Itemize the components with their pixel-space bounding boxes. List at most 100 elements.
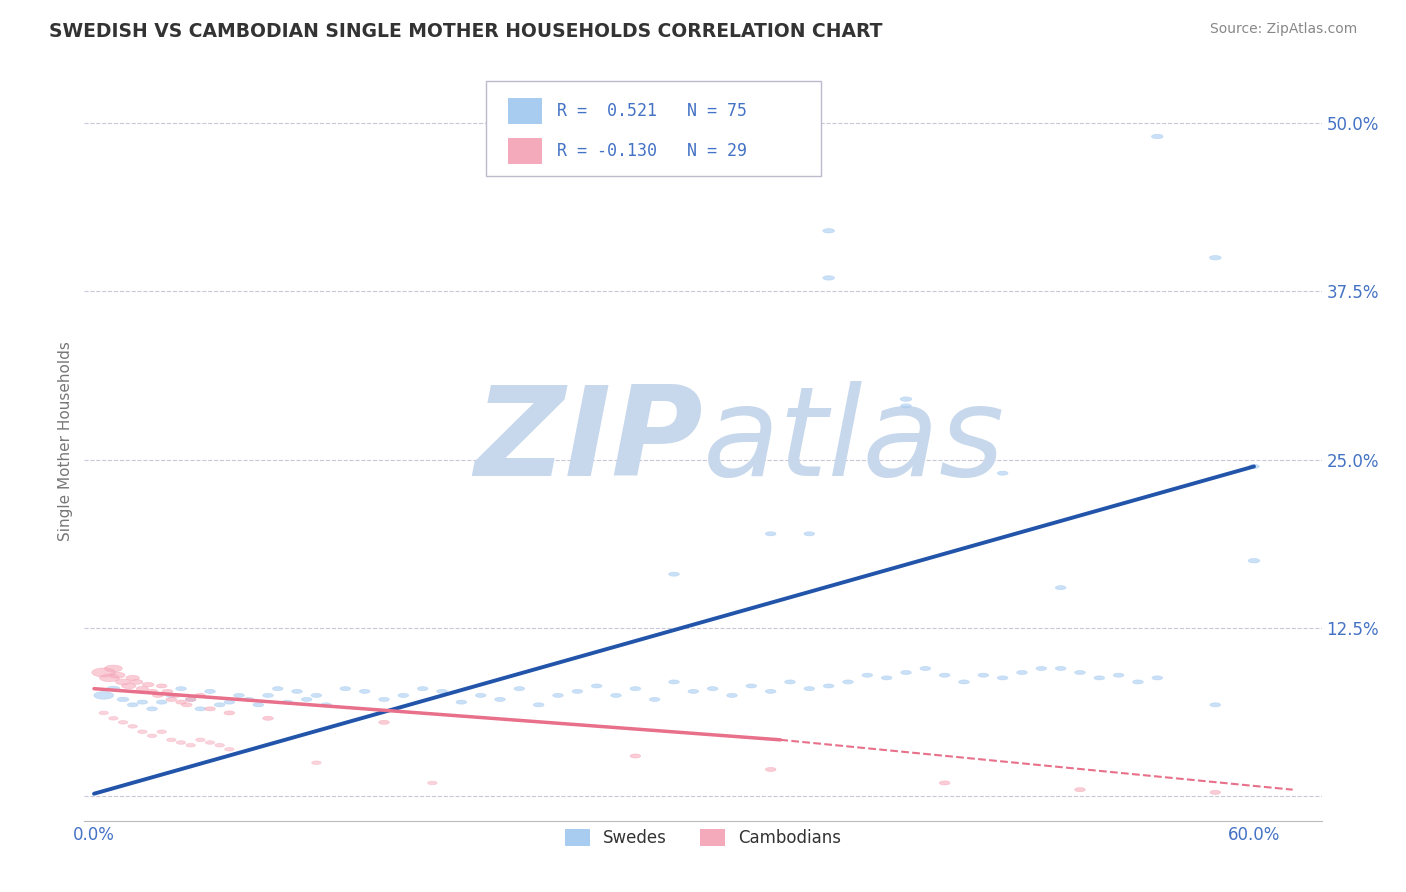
Ellipse shape [427,781,437,785]
Ellipse shape [166,693,177,698]
Ellipse shape [107,686,120,691]
Y-axis label: Single Mother Households: Single Mother Households [58,342,73,541]
Ellipse shape [128,724,138,728]
Ellipse shape [824,684,834,688]
Ellipse shape [195,693,205,698]
Ellipse shape [842,680,853,684]
Ellipse shape [283,700,292,704]
Ellipse shape [804,687,814,690]
Ellipse shape [312,761,321,764]
Ellipse shape [1094,676,1105,680]
Ellipse shape [176,700,187,704]
Ellipse shape [205,706,215,711]
Ellipse shape [224,700,235,704]
Text: atlas: atlas [703,381,1005,502]
Ellipse shape [1152,135,1163,139]
Ellipse shape [959,680,969,684]
Ellipse shape [166,698,177,701]
Text: R = -0.130   N = 29: R = -0.130 N = 29 [557,142,747,160]
Ellipse shape [882,676,891,680]
Ellipse shape [142,682,155,687]
Ellipse shape [94,691,114,699]
Ellipse shape [979,673,988,677]
Ellipse shape [263,693,273,698]
Ellipse shape [785,680,796,684]
Ellipse shape [117,698,129,702]
Ellipse shape [176,740,186,744]
Legend: Swedes, Cambodians: Swedes, Cambodians [558,822,848,854]
Ellipse shape [214,703,225,706]
Ellipse shape [1133,680,1143,684]
Ellipse shape [146,690,157,693]
Ellipse shape [311,693,322,698]
Ellipse shape [765,690,776,693]
FancyBboxPatch shape [486,81,821,177]
Ellipse shape [515,687,524,690]
Ellipse shape [707,687,718,690]
Bar [508,98,543,124]
Ellipse shape [630,687,641,690]
Ellipse shape [572,690,582,693]
Ellipse shape [186,698,195,701]
Ellipse shape [475,693,486,698]
Ellipse shape [1249,558,1260,563]
Ellipse shape [495,698,505,701]
Ellipse shape [115,679,131,685]
Text: Source: ZipAtlas.com: Source: ZipAtlas.com [1209,22,1357,37]
Ellipse shape [321,703,332,706]
Text: SWEDISH VS CAMBODIAN SINGLE MOTHER HOUSEHOLDS CORRELATION CHART: SWEDISH VS CAMBODIAN SINGLE MOTHER HOUSE… [49,22,883,41]
Ellipse shape [939,780,950,785]
Ellipse shape [765,532,776,536]
Ellipse shape [1114,673,1123,677]
Ellipse shape [205,690,215,693]
Ellipse shape [939,673,950,677]
Ellipse shape [340,687,350,690]
Ellipse shape [152,693,163,698]
Ellipse shape [127,675,139,681]
Ellipse shape [128,703,138,706]
Ellipse shape [195,706,205,711]
Ellipse shape [650,698,659,701]
Ellipse shape [176,687,187,690]
Ellipse shape [131,680,143,684]
Bar [508,137,543,163]
Ellipse shape [997,676,1008,680]
Ellipse shape [253,703,264,706]
Ellipse shape [1056,586,1066,590]
Ellipse shape [1209,255,1222,260]
Ellipse shape [592,684,602,688]
Ellipse shape [901,671,911,674]
Ellipse shape [862,673,873,677]
Ellipse shape [533,703,544,706]
Ellipse shape [136,700,148,704]
Ellipse shape [1074,671,1085,674]
Ellipse shape [156,684,167,688]
Ellipse shape [1152,676,1163,680]
Ellipse shape [186,698,195,701]
Ellipse shape [136,686,149,691]
Ellipse shape [186,743,195,747]
Ellipse shape [146,706,157,711]
Ellipse shape [669,680,679,684]
Ellipse shape [360,690,370,693]
Ellipse shape [610,693,621,698]
Ellipse shape [1036,666,1046,671]
Ellipse shape [823,276,835,280]
Ellipse shape [195,738,205,741]
Ellipse shape [1074,788,1085,792]
Ellipse shape [1249,465,1260,468]
Ellipse shape [1211,790,1220,795]
Ellipse shape [138,730,148,733]
Ellipse shape [110,673,125,678]
Ellipse shape [291,690,302,693]
Ellipse shape [727,693,737,698]
Ellipse shape [108,716,118,720]
Ellipse shape [688,690,699,693]
Ellipse shape [301,698,312,701]
Ellipse shape [920,666,931,671]
Ellipse shape [243,698,254,701]
Ellipse shape [91,668,115,677]
Ellipse shape [765,767,776,772]
Ellipse shape [233,693,245,698]
Ellipse shape [418,687,427,690]
